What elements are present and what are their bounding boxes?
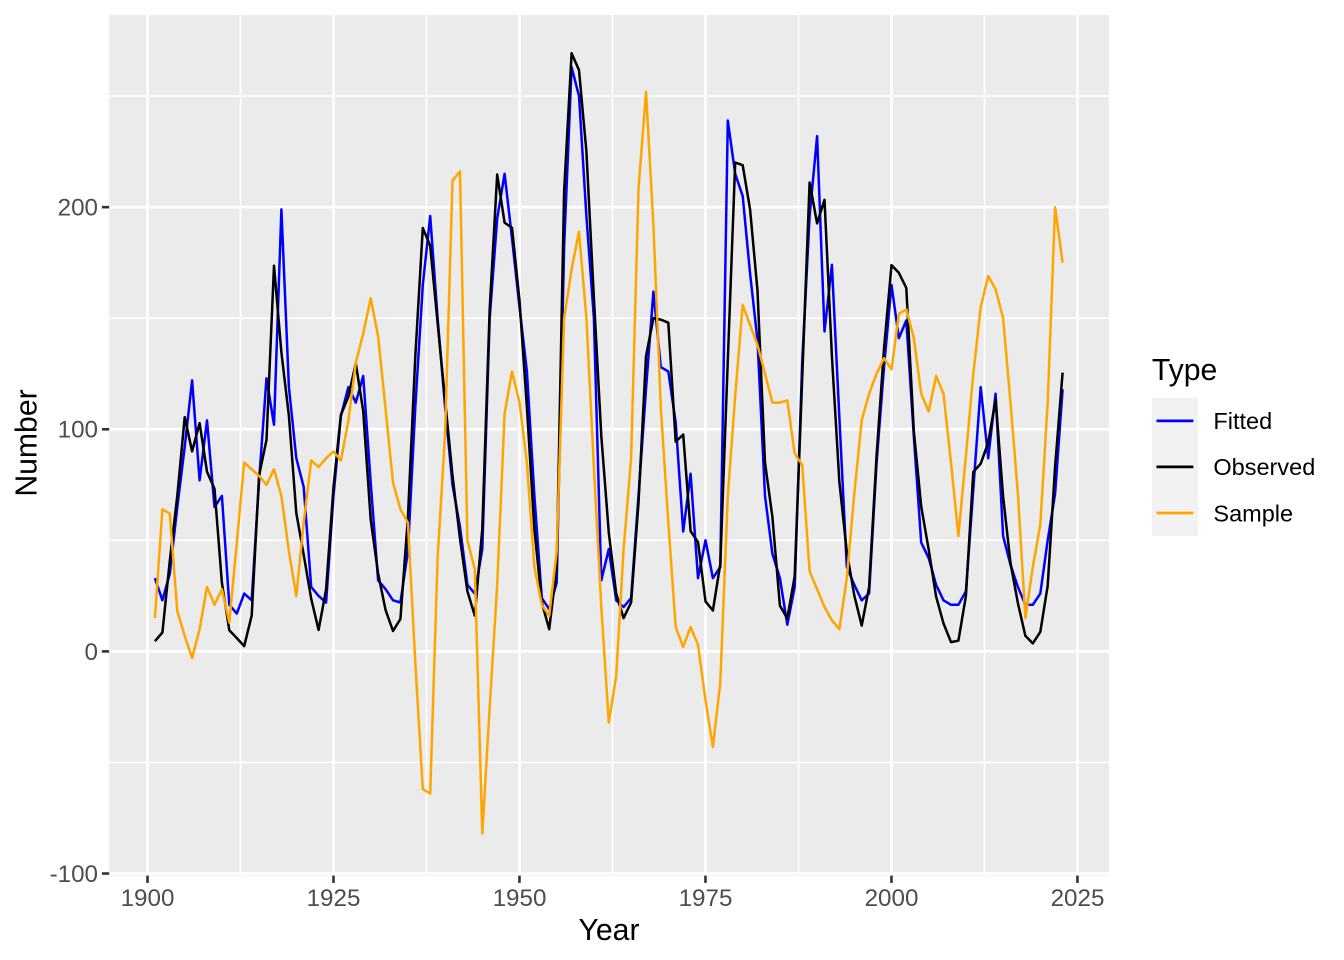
svg-text:1900: 1900 (121, 885, 175, 912)
svg-text:-100: -100 (50, 861, 98, 888)
svg-text:2000: 2000 (865, 885, 919, 912)
svg-text:Observed: Observed (1213, 454, 1315, 480)
svg-text:1975: 1975 (679, 885, 733, 912)
svg-text:200: 200 (58, 195, 98, 222)
svg-text:Number: Number (10, 389, 43, 496)
svg-text:Year: Year (579, 914, 640, 947)
svg-text:Type: Type (1152, 354, 1217, 387)
svg-text:1950: 1950 (493, 885, 547, 912)
svg-text:Sample: Sample (1213, 500, 1293, 526)
svg-text:Fitted: Fitted (1213, 408, 1272, 434)
svg-text:1925: 1925 (307, 885, 361, 912)
svg-text:2025: 2025 (1051, 885, 1105, 912)
svg-text:0: 0 (85, 639, 98, 666)
svg-text:100: 100 (58, 417, 98, 444)
